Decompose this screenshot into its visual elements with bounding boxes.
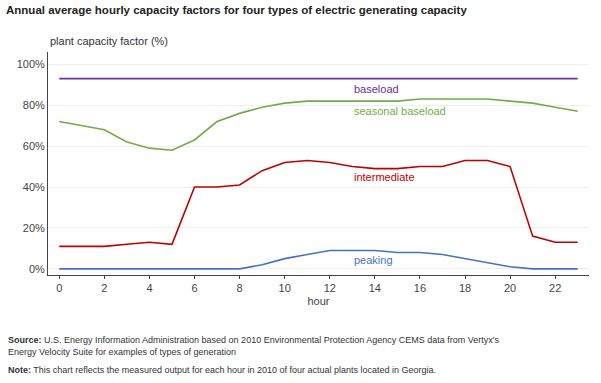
svg-text:0: 0 [56, 282, 62, 294]
svg-text:40%: 40% [23, 181, 45, 193]
svg-text:18: 18 [459, 282, 471, 294]
svg-text:10: 10 [279, 282, 291, 294]
svg-text:intermediate: intermediate [354, 171, 415, 183]
svg-text:0%: 0% [29, 263, 45, 275]
svg-text:4: 4 [146, 282, 152, 294]
svg-text:2: 2 [101, 282, 107, 294]
svg-text:100%: 100% [17, 58, 45, 70]
svg-text:8: 8 [237, 282, 243, 294]
svg-text:80%: 80% [23, 99, 45, 111]
svg-text:Note: This chart reflects the: Note: This chart reflects the measured o… [8, 365, 436, 375]
svg-text:22: 22 [549, 282, 561, 294]
svg-text:Annual average hourly capacity: Annual average hourly capacity factors f… [6, 4, 467, 16]
svg-text:hour: hour [307, 295, 329, 307]
svg-text:6: 6 [191, 282, 197, 294]
svg-text:seasonal baseload: seasonal baseload [354, 105, 446, 117]
svg-text:14: 14 [369, 282, 381, 294]
svg-text:16: 16 [414, 282, 426, 294]
svg-text:12: 12 [324, 282, 336, 294]
svg-text:plant capacity factor (%): plant capacity factor (%) [50, 35, 168, 47]
svg-text:baseload: baseload [354, 83, 399, 95]
svg-text:Source: U.S. Energy Informatio: Source: U.S. Energy Information Administ… [8, 335, 499, 357]
svg-text:60%: 60% [23, 140, 45, 152]
svg-text:20: 20 [504, 282, 516, 294]
svg-text:20%: 20% [23, 222, 45, 234]
svg-text:peaking: peaking [354, 254, 393, 266]
